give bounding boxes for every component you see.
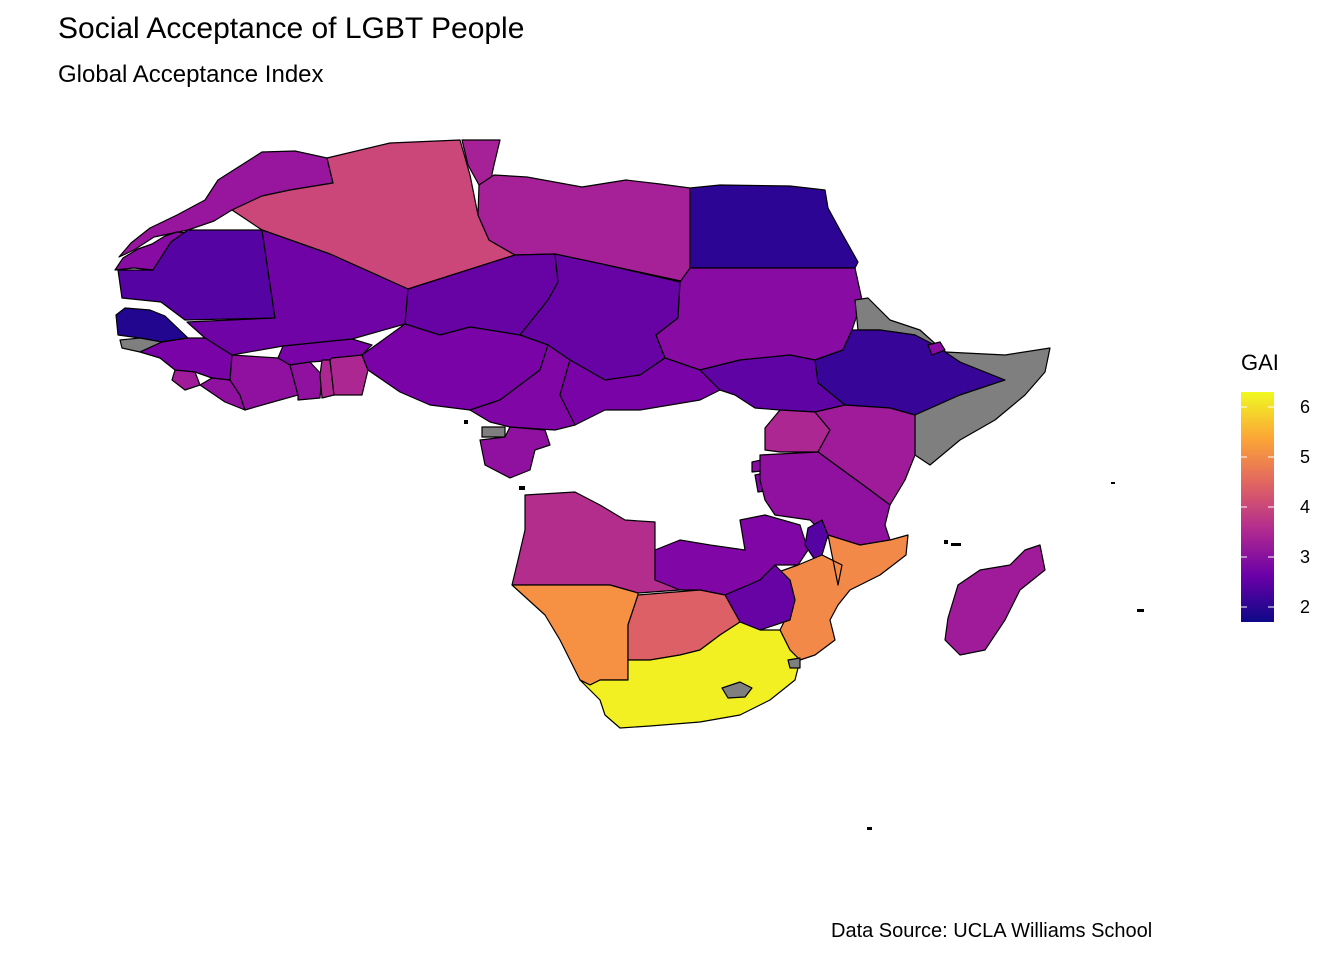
country-south-africa: South Africa: [579, 621, 801, 729]
country-morocco: Morocco: [118, 150, 334, 258]
country-layer: MoroccoWestern SaharaAlgeriaTunisiaLibya…: [114, 139, 1051, 729]
country-benin: Benin: [329, 354, 369, 396]
island-mark: [944, 540, 948, 544]
country-central-african-republic: Central African Republic: [559, 357, 721, 426]
country-zambia: Zambia: [654, 514, 809, 596]
country-gabon: Gabon: [479, 426, 551, 479]
legend-tick-label: 5: [1300, 447, 1310, 467]
country-egypt: Egypt: [689, 184, 859, 269]
island-mark: [519, 486, 525, 490]
legend-tick-label: 2: [1300, 597, 1310, 617]
legend-title: GAI: [1241, 350, 1279, 375]
map-subtitle: Global Acceptance Index: [58, 61, 324, 88]
data-source-caption: Data Source: UCLA Williams School: [831, 920, 1153, 942]
island-mark: [867, 827, 872, 830]
island-mark: [1137, 609, 1144, 612]
island-mark: [464, 420, 468, 424]
island-layer: [464, 420, 1144, 830]
legend-tick-label: 4: [1300, 497, 1310, 517]
country-eswatini: Eswatini: [787, 657, 801, 669]
country-western-sahara: Western Sahara: [114, 231, 189, 271]
island-mark: [951, 543, 961, 546]
legend-tick-label: 6: [1300, 397, 1310, 417]
legend-tick-label: 3: [1300, 547, 1310, 567]
legend: 2 3 4 5 6: [1241, 392, 1310, 622]
country-ghana: Ghana: [289, 361, 323, 401]
country-equatorial-guinea: Equatorial Guinea: [481, 426, 506, 438]
country-lesotho: Lesotho: [721, 681, 753, 699]
country-madagascar: Madagascar: [944, 544, 1046, 656]
country-namibia: Namibia: [511, 584, 639, 686]
island-mark: [1111, 482, 1115, 484]
country-somalia: Somalia: [914, 347, 1051, 466]
country-sierra-leone: Sierra Leone: [171, 369, 201, 391]
country-djibouti: Djibouti: [927, 341, 946, 356]
country-mozambique: Mozambique: [769, 534, 909, 661]
country-kenya: Kenya: [814, 404, 916, 506]
map-title: Social Acceptance of LGBT People: [58, 12, 525, 45]
